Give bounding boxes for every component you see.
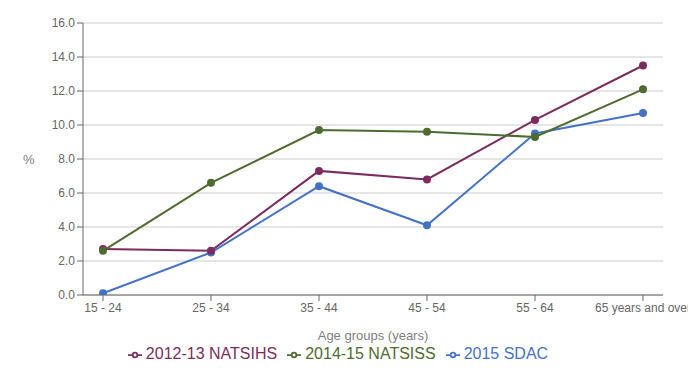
svg-text:25 - 34: 25 - 34 xyxy=(192,301,230,315)
svg-text:Age groups (years): Age groups (years) xyxy=(318,328,429,343)
html-text:2015 SDAC: 2015 SDAC xyxy=(463,345,549,362)
svg-text:16.0: 16.0 xyxy=(52,16,76,30)
html-text:2012-13 NATSIHS: 2012-13 NATSIHS xyxy=(145,345,278,362)
svg-text:35 - 44: 35 - 44 xyxy=(300,301,338,315)
svg-text:45 - 54: 45 - 54 xyxy=(408,301,446,315)
svg-text:65 years and over: 65 years and over xyxy=(595,301,688,315)
svg-text:55 - 64: 55 - 64 xyxy=(516,301,554,315)
svg-text:15 - 24: 15 - 24 xyxy=(84,301,122,315)
svg-text:4.0: 4.0 xyxy=(58,220,75,234)
svg-text:6.0: 6.0 xyxy=(58,186,75,200)
svg-text:10.0: 10.0 xyxy=(52,118,76,132)
svg-text:14.0: 14.0 xyxy=(52,50,76,64)
svg-text:12.0: 12.0 xyxy=(52,84,76,98)
svg-text:%: % xyxy=(23,152,35,167)
svg-text:0.0: 0.0 xyxy=(58,288,75,302)
svg-text:8.0: 8.0 xyxy=(58,152,75,166)
svg-text:2.0: 2.0 xyxy=(58,254,75,268)
html-text:2014-15 NATSISS: 2014-15 NATSISS xyxy=(305,345,436,362)
